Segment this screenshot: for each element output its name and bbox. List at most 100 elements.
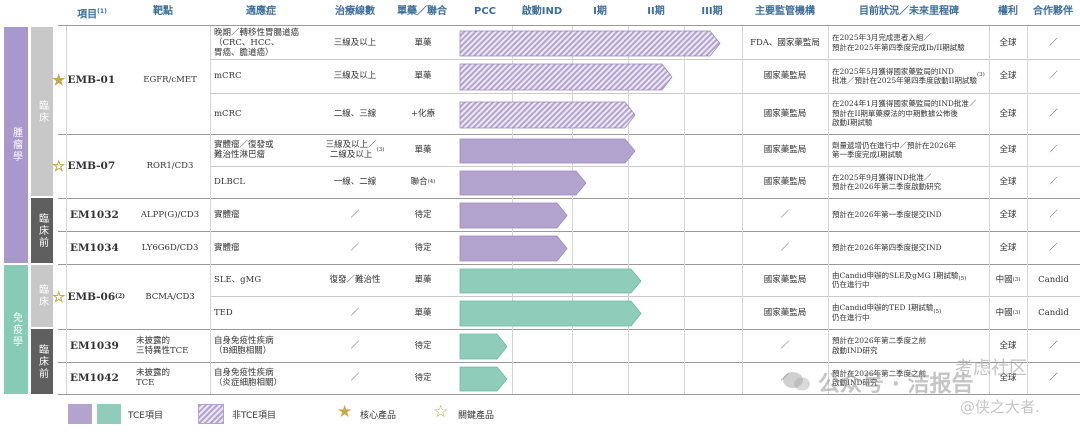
indication-cell-text: 實體瘤／復發或 難治性淋巴瘤 — [214, 140, 274, 160]
status-cell: 預計在2026年第一季度提交IND — [832, 198, 989, 231]
status-cell: 預計在2026年第二季度之前 啟動IND研究 — [832, 329, 989, 362]
progress-arrow — [459, 366, 508, 392]
target-cell: ALPP(G)/CD3 — [140, 209, 200, 220]
line-cell: ／ — [320, 231, 390, 264]
progress-arrow — [459, 202, 568, 229]
indication-cell: 自身免疫性疾病 （B細胞相關） — [214, 329, 320, 362]
progress-bar — [459, 170, 587, 196]
row-divider — [210, 166, 1080, 167]
rights-cell-text: 中國 — [995, 275, 1013, 285]
mono-combo-cell-text: 單藥 — [414, 37, 432, 48]
mono-combo-cell: 單藥 — [390, 26, 456, 59]
regulator-cell: ／ — [742, 362, 828, 394]
regulator-cell-text: ／ — [780, 209, 790, 220]
col-divider — [66, 26, 67, 394]
stage-clinical-immunology: 臨床 — [31, 265, 53, 327]
status-cell-text: 在2024年1月獲得國家藥監局的IND批准／ 預計在II期單藥療法的中期數據公佈… — [832, 99, 977, 128]
project-divider — [58, 134, 1080, 135]
header-pcc: PCC — [473, 6, 496, 17]
partner-cell-text: ／ — [1049, 373, 1058, 383]
mono-combo-cell-text: 待定 — [414, 340, 432, 351]
mono-combo-cell-text: 待定 — [414, 373, 432, 383]
partner-cell-text: Candid — [1038, 275, 1069, 285]
regulator-cell: 國家藥監局 — [742, 59, 828, 93]
project-divider — [58, 329, 1080, 330]
partner-cell-text: ／ — [1049, 145, 1058, 155]
regulator-cell-text: ／ — [780, 340, 790, 351]
mono-combo-cell: 待定 — [390, 198, 456, 231]
line-cell-text: 一線、二線 — [333, 177, 377, 187]
col-divider — [628, 26, 629, 394]
regulator-cell-text: 國家藥監局 — [763, 177, 807, 187]
rights-cell: 全球 — [989, 26, 1027, 59]
rights-cell: 全球 — [989, 59, 1027, 93]
footnote-marker: (5) — [933, 308, 942, 315]
header-line: 治療線數 — [335, 6, 375, 17]
rights-cell: 全球 — [989, 231, 1027, 264]
rights-cell: 全球 — [989, 362, 1027, 394]
rights-cell-text: 全球 — [999, 71, 1017, 81]
line-cell: 三線及以上 — [320, 59, 390, 93]
line-cell-text: ／ — [350, 340, 360, 351]
regulator-cell-text: 國家藥監局 — [763, 275, 807, 285]
progress-bar — [459, 235, 568, 262]
partner-cell-text: ／ — [1049, 177, 1058, 187]
regulator-cell: 國家藥監局 — [742, 93, 828, 134]
progress-arrow — [459, 138, 636, 164]
status-cell-text: 在2025年9月獲得IND批准／ 預計在2026年第二季度啟動研究 — [832, 172, 942, 192]
header-target: 靶點 — [153, 6, 173, 17]
header-phase3: III期 — [701, 6, 723, 17]
mono-combo-cell: 單藥 — [390, 59, 456, 93]
line-cell-text: 三線及以上／ 二線及以上 — [325, 140, 377, 160]
status-cell-text: 在2025年5月獲得國家藥監局的IND 批准／預計在2025年第四季度啟動II期… — [832, 66, 978, 86]
header-rule — [58, 25, 1080, 26]
rights-cell-text: 全球 — [999, 242, 1017, 253]
progress-bar — [459, 202, 568, 229]
header-project: 項目(1) — [77, 8, 107, 21]
regulator-cell-text: 國家藥監局 — [763, 145, 807, 155]
rights-cell: 全球 — [989, 93, 1027, 134]
mono-combo-cell-text: 單藥 — [414, 307, 432, 318]
core-star-icon: ★ — [52, 71, 66, 89]
footnote-marker: (4) — [427, 179, 436, 185]
mono-combo-cell: 待定 — [390, 362, 456, 394]
partner-cell: ／ — [1027, 59, 1080, 93]
footnote-marker: (3) — [977, 72, 985, 79]
indication-cell: mCRC — [214, 93, 320, 134]
rights-cell: 全球 — [989, 166, 1027, 198]
header-status: 目前狀況／未來里程碑 — [859, 6, 959, 17]
status-cell-text: 劑量遞增仍在進行中／預計在2026年 第一季度完成I期試驗 — [832, 140, 957, 160]
target-cell: 未披露的 TCE — [136, 368, 171, 388]
partner-cell-text: ／ — [1049, 108, 1058, 119]
watermark-author: @侠之大者. — [960, 398, 1040, 416]
target-cell: 未披露的 三特異性TCE — [136, 335, 189, 356]
regulator-cell: 國家藥監局 — [742, 264, 828, 296]
progress-arrow — [459, 235, 568, 262]
status-cell: 在2025年3月完成患者入組／ 預計在2025年第四季度完成Ib/II期試驗 — [832, 26, 989, 59]
status-cell: 預計在2026年第二季度之前 啟動IND研究 — [832, 362, 989, 394]
col-divider — [572, 26, 573, 394]
project-divider — [58, 362, 1080, 363]
status-cell: 劑量遞增仍在進行中／預計在2026年 第一季度完成I期試驗 — [832, 134, 989, 166]
col-divider — [828, 26, 829, 394]
status-cell: 在2025年5月獲得國家藥監局的IND 批准／預計在2025年第四季度啟動II期… — [832, 59, 989, 93]
indication-cell-text: SLE、gMG — [214, 275, 262, 285]
col-divider — [989, 26, 990, 394]
status-cell: 在2025年9月獲得IND批准／ 預計在2026年第二季度啟動研究 — [832, 166, 989, 198]
project-cell-em1042: EM1042 — [70, 372, 119, 384]
header-phase2: II期 — [647, 6, 665, 17]
progress-arrow — [459, 63, 673, 91]
line-cell: 三線及以上／ 二線及以上 (3) — [320, 134, 390, 166]
partner-cell: ／ — [1027, 231, 1080, 264]
line-cell: 一線、二線 — [320, 166, 390, 198]
indication-cell: 實體瘤 — [214, 231, 320, 264]
rights-cell-text: 全球 — [999, 145, 1017, 155]
partner-cell-text: ／ — [1049, 37, 1058, 48]
partner-cell-text: Candid — [1038, 307, 1069, 318]
col-divider — [210, 26, 211, 394]
rights-cell-text: 全球 — [999, 209, 1017, 220]
regulator-cell-text: ／ — [781, 373, 790, 383]
rights-cell-text: 全球 — [999, 108, 1017, 119]
legend-tce-label: TCE項目 — [128, 411, 163, 421]
indication-cell-text: 實體瘤 — [214, 242, 240, 253]
